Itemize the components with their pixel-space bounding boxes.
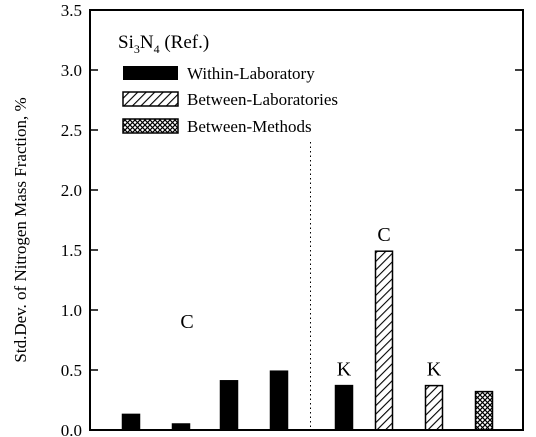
bar-data-label: K — [427, 359, 442, 381]
legend-label-within-laboratory: Within-Laboratory — [187, 64, 315, 83]
plot-frame — [89, 9, 524, 431]
legend: Si3N4 (Ref.) Within-Laboratory Between-L… — [118, 32, 338, 136]
bar-1 — [121, 413, 141, 431]
y-tick-label: 3.0 — [61, 61, 82, 80]
bar-data-label: K — [337, 359, 352, 381]
y-axis-ticks: 0.0 0.5 1.0 1.5 2.0 2.5 3.0 3.5 — [61, 1, 523, 437]
bar-6 — [374, 250, 394, 431]
y-axis-label: Std.Dev. of Nitrogen Mass Fraction, % — [11, 97, 30, 362]
legend-label-between-laboratories: Between-Laboratories — [187, 90, 338, 109]
legend-swatch-between-methods — [122, 118, 179, 134]
annotation-label: C — [180, 311, 193, 333]
bar-3 — [219, 380, 239, 431]
bar-7 — [424, 384, 444, 431]
bar-data-label: C — [377, 224, 390, 246]
legend-swatch-between-laboratories — [122, 91, 179, 107]
bars — [121, 250, 494, 431]
bar-8 — [474, 390, 494, 431]
y-tick-label: 1.5 — [61, 241, 82, 260]
y-tick-label: 2.5 — [61, 121, 82, 140]
bar-5 — [334, 384, 354, 431]
legend-title: Si3N4 (Ref.) — [118, 32, 209, 56]
y-tick-label: 0.5 — [61, 361, 82, 380]
y-tick-label: 3.5 — [61, 1, 82, 20]
y-tick-label: 2.0 — [61, 181, 82, 200]
y-tick-label: 0.0 — [61, 421, 82, 437]
bar-4 — [269, 370, 289, 431]
legend-swatch-within-laboratory — [123, 66, 178, 80]
bar-labels: K C K C — [180, 224, 441, 380]
y-tick-label: 1.0 — [61, 301, 82, 320]
legend-label-between-methods: Between-Methods — [187, 117, 312, 136]
